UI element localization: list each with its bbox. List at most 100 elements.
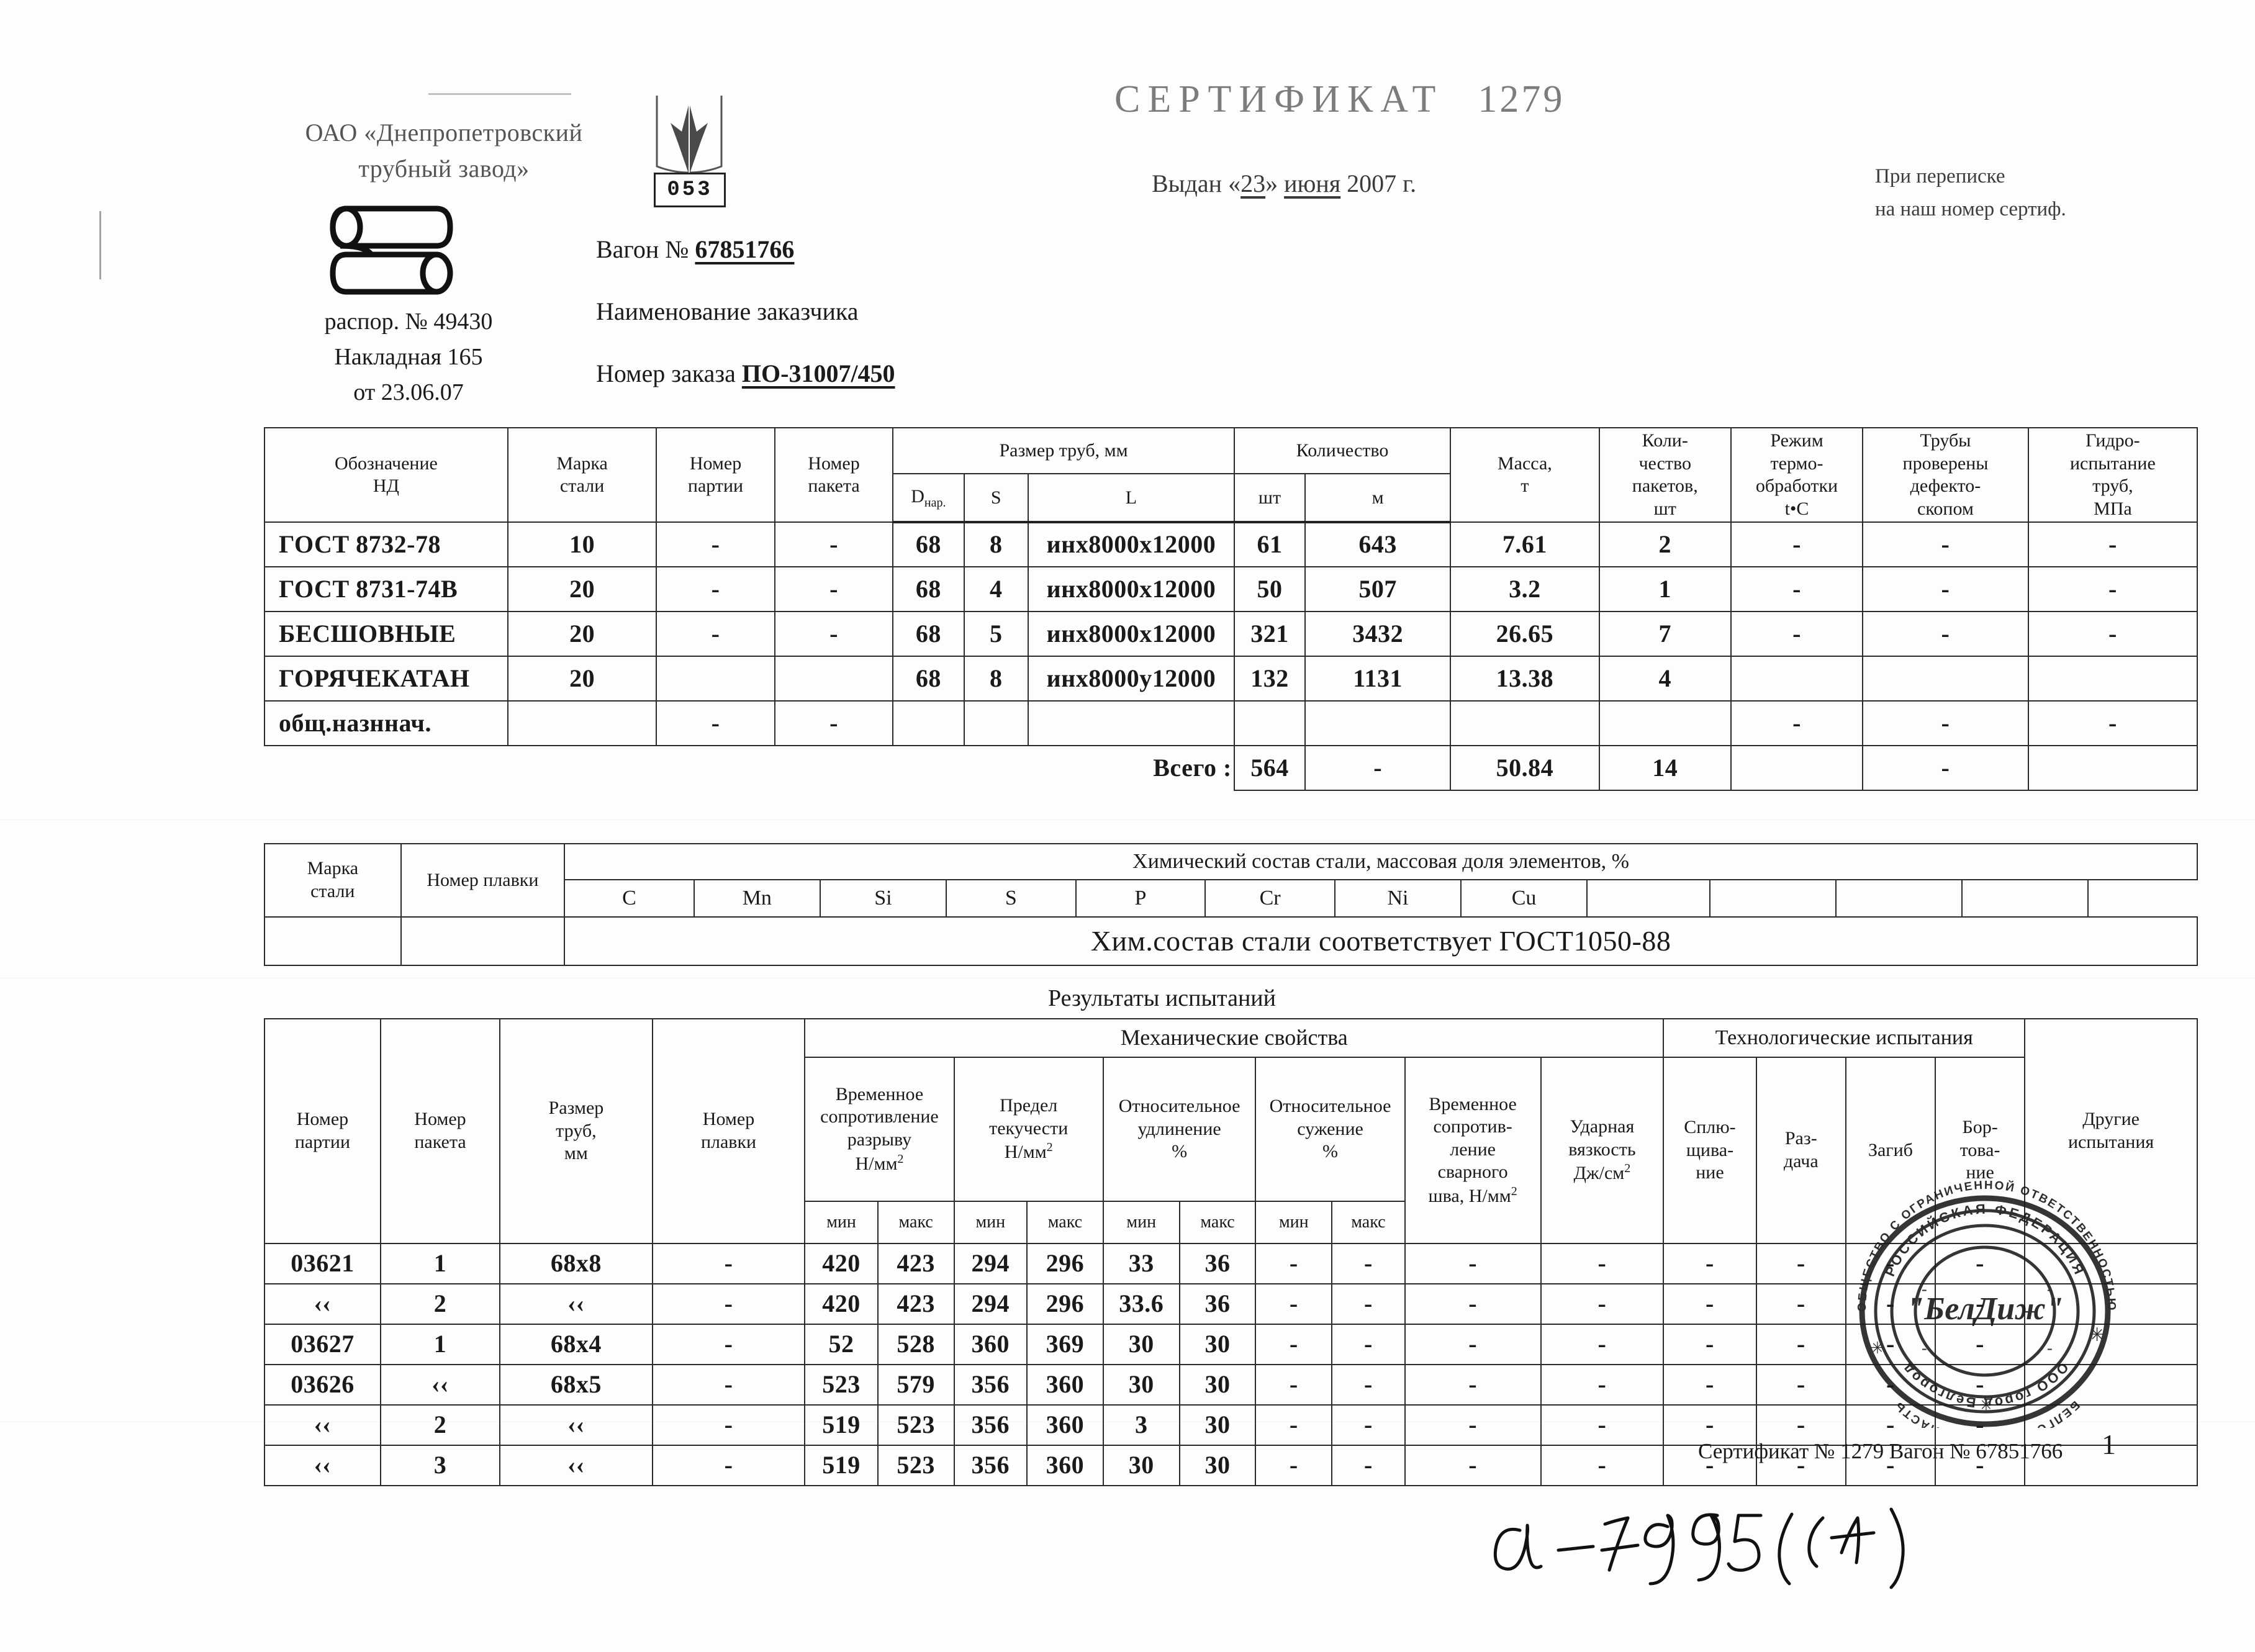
issued-suffix: г.: [1403, 169, 1417, 197]
results-minmax-row: мин макс мин макс мин макс мин макс: [264, 1201, 2197, 1244]
th-element-blank-8: [1586, 879, 1710, 918]
cell-impact: -: [1540, 1324, 1665, 1365]
th-res-lot: Номер партии: [264, 1018, 381, 1244]
cell-m: 643: [1304, 521, 1452, 568]
th-steel-grade: Марка стали: [507, 427, 658, 523]
cell-flange: -: [1935, 1324, 2026, 1365]
dispatch-info: распор. № 49430 Накладная 165 от 23.06.0…: [291, 304, 526, 410]
cell-weld: -: [1404, 1404, 1542, 1446]
cell-r_min: -: [1255, 1445, 1333, 1486]
cell-y_min: 356: [953, 1404, 1028, 1446]
chem-statement-row: Хим.состав стали соответствует ГОСТ1050-…: [264, 916, 2198, 966]
scan-artifact-line: [428, 93, 571, 95]
th-elong-max: макс: [1178, 1201, 1257, 1244]
cell-t_min: 420: [804, 1243, 879, 1284]
cell-packs: [1598, 700, 1732, 747]
cell-expand: -: [1755, 1445, 1846, 1486]
th-element-c: C: [564, 879, 695, 918]
cell-t_min: 420: [804, 1283, 879, 1325]
total-mass: 50.84: [1450, 745, 1600, 792]
cell-r_max: -: [1331, 1324, 1406, 1365]
cell-impact: -: [1540, 1283, 1665, 1325]
th-res-expansion: Раз- дача: [1755, 1057, 1846, 1244]
th-res-reduction: Относительное сужение %: [1255, 1057, 1406, 1202]
cell-hydro: -: [2027, 611, 2199, 657]
cell-packs: 2: [1598, 521, 1732, 568]
cell-d: 68: [892, 521, 965, 568]
reply-note-line1: При переписке: [1875, 165, 2005, 187]
cell-t_max: 523: [877, 1404, 955, 1446]
cell-r_min: -: [1255, 1283, 1333, 1325]
cell-hydro: [2027, 656, 2199, 702]
handwritten-annotation: [1471, 1493, 1943, 1611]
chem-blank-heat: [400, 916, 566, 966]
cell-l: инх8000х12000: [1027, 611, 1235, 657]
cell-mass: 3.2: [1450, 566, 1600, 613]
cell-mass: [1450, 700, 1600, 747]
cell-nd: ГОСТ 8732-78: [264, 521, 508, 568]
th-yield-max: макс: [1026, 1201, 1104, 1244]
cell-e_min: 30: [1102, 1445, 1180, 1486]
cell-r_max: -: [1331, 1445, 1406, 1486]
th-res-pack: Номер пакета: [379, 1018, 501, 1244]
cell-size: ‹‹: [499, 1404, 653, 1446]
cell-grade: 10: [507, 521, 658, 568]
th-res-size: Размер труб, мм: [499, 1018, 653, 1244]
th-qty-meters: м: [1304, 473, 1452, 524]
results-subgroup-row: Временное сопротивление разрыву Н/мм2 Пр…: [264, 1057, 2197, 1244]
cell-y_min: 356: [953, 1364, 1028, 1406]
table-row: БЕСШОВНЫЕ 20- -68 5 инх8000х12000 321 3432 26.6…: [264, 611, 2199, 657]
cell-pack: [774, 656, 894, 702]
cell-s: [963, 700, 1029, 747]
chem-blank-grade: [264, 916, 402, 966]
cell-s: 4: [963, 566, 1029, 613]
chem-statement: Хим.состав стали соответствует ГОСТ1050-…: [564, 916, 2198, 966]
cell-other: [2024, 1243, 2198, 1284]
th-res-heat: Номер плавки: [651, 1018, 806, 1244]
cell-m: 3432: [1304, 611, 1452, 657]
cell-e_min: 30: [1102, 1324, 1180, 1365]
cell-heat: -: [651, 1324, 806, 1365]
th-packs-count: Коли- чество пакетов, шт: [1598, 427, 1732, 523]
th-element-blank-10: [1835, 879, 1963, 918]
th-elong-min: мин: [1102, 1201, 1180, 1244]
th-element-p: P: [1075, 879, 1206, 918]
footer-certificate-reference: Сертификат № 1279 Вагон № 67851766: [1698, 1439, 2063, 1463]
cell-t_min: 519: [804, 1404, 879, 1446]
th-res-impact-text: Ударная вязкость Дж/см: [1568, 1116, 1636, 1184]
th-chem-title: Химический состав стали, массовая доля э…: [564, 843, 2198, 880]
cell-pcs: [1233, 700, 1306, 747]
cell-pcs: 50: [1233, 566, 1306, 613]
cell-pack: -: [774, 611, 894, 657]
issued-month: июня: [1284, 169, 1341, 197]
cell-size: 68х4: [499, 1324, 653, 1365]
cell-weld: -: [1404, 1324, 1542, 1365]
cell-r_max: -: [1331, 1243, 1406, 1284]
cell-t_min: 52: [804, 1324, 879, 1365]
waybill-number: Накладная 165: [334, 344, 483, 370]
cell-impact: -: [1540, 1404, 1665, 1446]
th-reduct-max: макс: [1331, 1201, 1406, 1244]
total-m: -: [1304, 745, 1452, 792]
cell-m: [1304, 700, 1452, 747]
cell-expand: -: [1755, 1283, 1846, 1325]
cell-bend: -: [1845, 1283, 1936, 1325]
cell-r_min: -: [1255, 1243, 1333, 1284]
results-section-title: Результаты испытаний: [1048, 985, 1276, 1011]
table-row: 03621 1 68х8-420 423 294 296 33 36- - - - - - - -: [264, 1243, 2198, 1284]
cell-flange: -: [1935, 1283, 2026, 1325]
cell-impact: -: [1540, 1445, 1665, 1486]
cell-m: 1131: [1304, 656, 1452, 702]
total-spacer: [264, 746, 1028, 790]
cell-nd: общ.назннач.: [264, 700, 508, 747]
th-d-outer-symbol: D: [911, 485, 924, 507]
th-reduct-min: мин: [1255, 1201, 1333, 1244]
cell-defect: -: [1862, 611, 2029, 657]
cell-size: ‹‹: [499, 1445, 653, 1486]
wagon-value: 67851766: [695, 235, 795, 263]
cell-lot: -: [656, 521, 775, 568]
cell-flatten: -: [1663, 1404, 1757, 1446]
cell-weld: -: [1404, 1243, 1542, 1284]
certificate-title-block: СЕРТИФИКАТ 1279: [1114, 78, 1565, 122]
cell-e_max: 36: [1178, 1283, 1257, 1325]
